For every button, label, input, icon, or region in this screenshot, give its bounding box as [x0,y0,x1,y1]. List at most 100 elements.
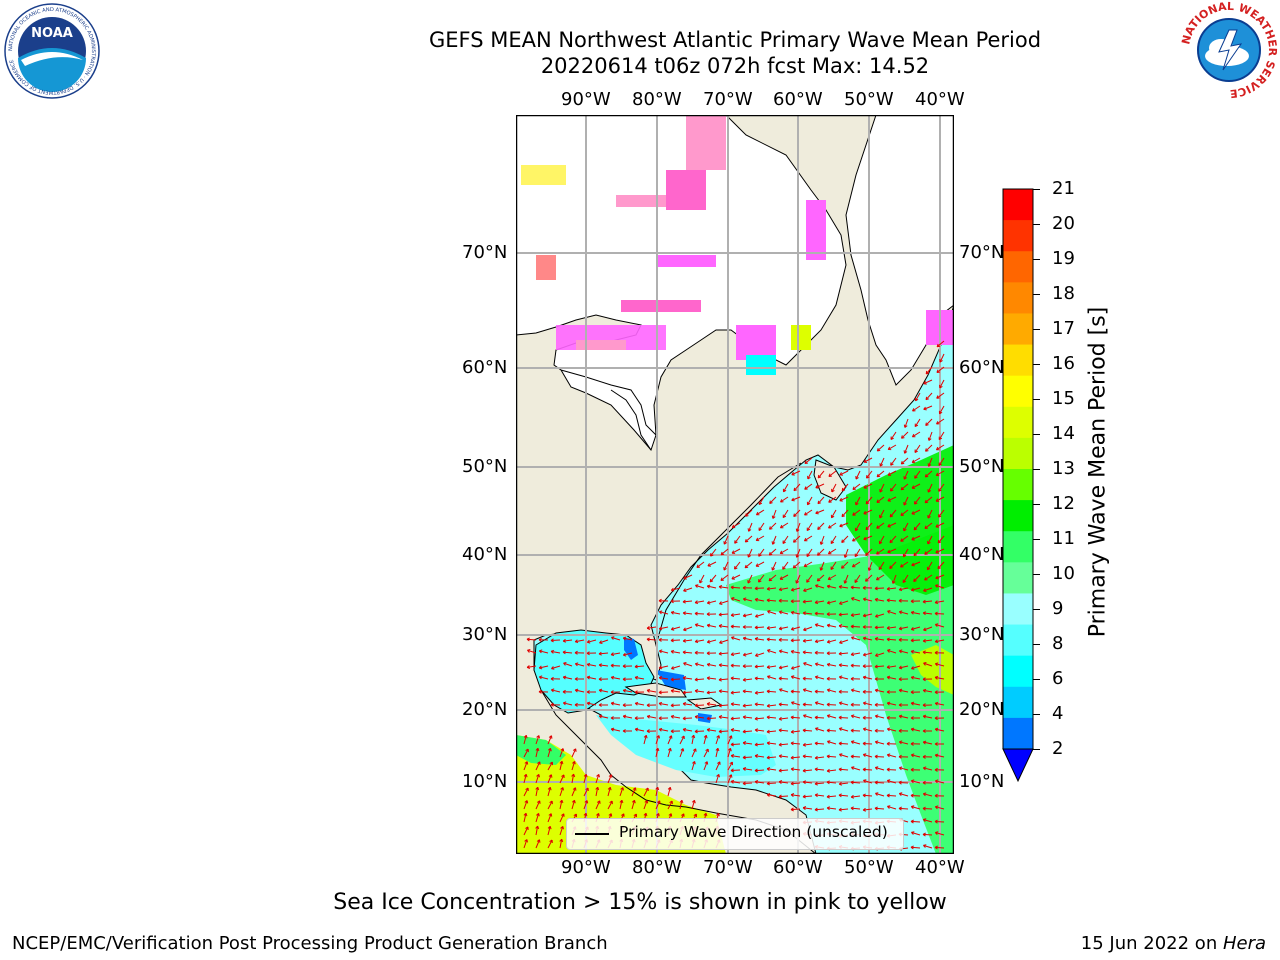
wave-direction-arrowhead [683,662,687,666]
wave-direction-arrow [827,769,837,772]
wave-direction-arrow [935,496,945,502]
wave-direction-arrowhead [793,513,797,517]
wave-direction-arrowhead [754,690,759,695]
wave-direction-arrowhead [879,489,883,493]
wave-direction-arrowhead [814,701,819,706]
wave-direction-arrow [643,787,649,797]
wave-direction-arrowhead [935,498,940,502]
wave-direction-arrow [742,730,753,733]
wave-direction-arrowhead [730,742,734,747]
wave-direction-arrow [802,795,813,798]
wave-direction-arrowhead [766,665,771,669]
wave-direction-arrowhead [886,727,891,732]
wave-direction-arrowhead [863,779,867,783]
wave-direction-arrow [699,574,705,584]
wave-direction-arrowhead [875,614,879,618]
wave-direction-arrow [727,735,732,745]
colorbar-segment [1003,437,1033,470]
wave-direction-arrow [694,678,705,681]
wave-direction-arrowhead [548,774,553,778]
wave-direction-arrowhead [934,600,939,605]
wave-direction-arrow [815,727,825,732]
wave-direction-arrow [779,717,789,720]
wave-direction-arrow [826,781,837,784]
wave-direction-arrow [707,703,717,706]
wave-direction-arrowhead [802,688,807,693]
wave-direction-arrowhead [874,766,879,771]
wave-direction-arrowhead [779,688,783,692]
wave-direction-arrow [535,839,540,849]
wave-direction-arrow [631,800,635,810]
wave-direction-arrowhead [927,489,932,493]
wave-direction-arrow [703,748,709,758]
map-legend: Primary Wave Direction (unscaled) [566,818,904,850]
wave-direction-arrowhead [911,536,915,541]
wave-direction-arrowhead [874,625,878,630]
wave-direction-arrow [923,587,933,592]
wave-direction-arrow [790,742,801,745]
wave-direction-arrowhead [782,514,787,519]
wave-direction-arrowhead [754,702,758,707]
wave-direction-arrow [886,769,897,771]
wave-direction-arrowhead [886,701,891,706]
wave-direction-arrowhead [876,551,880,555]
wave-direction-arrow [851,689,861,693]
wave-direction-arrow [890,431,897,440]
wave-direction-arrow [790,639,801,641]
wave-direction-arrowhead [742,597,747,602]
wave-direction-arrow [803,807,813,810]
wave-direction-arrow [731,780,741,784]
colorbar-tick-label: 19 [1052,248,1075,269]
wave-direction-arrow [571,774,575,784]
wave-direction-arrowhead [806,579,810,583]
wave-direction-arrow [910,639,921,641]
wave-direction-arrowhead [599,640,603,644]
wave-direction-arrow [539,650,549,654]
colorbar-segment [1003,375,1033,408]
wave-direction-arrowhead [874,714,879,719]
wave-direction-arrowhead [850,806,854,811]
wave-direction-arrowhead [755,511,760,516]
wave-direction-arrowhead [874,637,879,641]
wave-direction-arrow [830,561,837,570]
wave-direction-arrow [889,509,897,518]
wave-direction-arrow [575,663,585,667]
wave-direction-arrow [715,774,720,784]
wave-direction-arrow [734,561,741,570]
wave-direction-arrow [874,626,885,629]
wave-direction-arrow [523,826,529,836]
wave-direction-arrowhead [551,666,555,670]
wave-direction-arrow [838,794,849,797]
wave-direction-arrow [755,755,765,758]
wave-direction-arrowhead [865,552,869,556]
wave-direction-arrow [667,735,672,745]
wave-direction-arrow [844,548,849,558]
wave-direction-arrow [790,690,801,693]
wave-direction-arrowhead [891,580,896,584]
wave-direction-arrow [938,509,945,518]
wave-direction-arrow [862,743,873,745]
wave-direction-arrowhead [619,799,624,804]
wave-direction-arrow [904,444,909,454]
wave-direction-arrow [768,574,777,582]
wave-direction-arrow [796,548,801,558]
wave-direction-arrowhead [863,510,867,515]
wave-direction-arrow [898,807,909,810]
wave-direction-arrowhead [850,794,855,799]
wave-direction-arrow [755,613,765,618]
wave-direction-arrow [911,754,921,758]
wave-direction-arrowhead [703,812,708,817]
wave-direction-arrowhead [924,577,928,581]
wave-direction-arrow [523,735,527,745]
wave-direction-arrowhead [622,703,626,708]
wave-direction-arrow [922,833,933,836]
wave-direction-arrow [559,787,564,797]
wave-direction-arrow [647,689,657,693]
wave-direction-arrowhead [934,690,938,695]
wave-direction-arrow [841,535,849,543]
wave-direction-arrow [535,813,540,823]
wave-direction-arrow [923,405,933,410]
wave-direction-arrow [936,418,945,425]
wave-direction-arrow [935,600,945,604]
wave-direction-arrowhead [562,675,567,680]
